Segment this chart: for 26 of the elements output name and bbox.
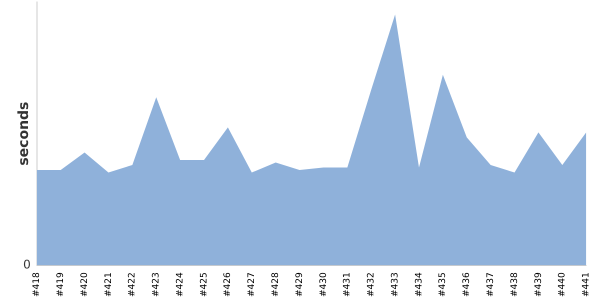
x-tick-label: #429 [294, 272, 305, 298]
x-tick-label: #434 [414, 272, 424, 298]
y-axis-title: seconds [16, 102, 32, 166]
x-tick-label: #419 [56, 272, 66, 298]
x-tick-label: #437 [486, 272, 496, 298]
x-tick-label: #428 [271, 272, 282, 298]
x-tick-label: #436 [462, 272, 472, 298]
x-tick-label: #421 [104, 272, 114, 298]
x-tick-label: #441 [582, 272, 592, 298]
x-tick-label: #440 [558, 272, 568, 298]
x-tick-label: #420 [80, 272, 90, 298]
x-tick-label: #427 [247, 272, 258, 298]
x-tick-label: #426 [223, 272, 234, 298]
x-tick-label: #430 [318, 272, 329, 298]
x-tick-label: #425 [199, 272, 210, 298]
x-tick-label: #418 [32, 272, 42, 298]
x-tick-label: #432 [366, 272, 377, 298]
x-tick-label: #424 [175, 272, 186, 298]
x-tick-label: #435 [438, 272, 448, 298]
text: 0 [23, 257, 31, 272]
x-tick-label: #439 [534, 272, 544, 298]
x-tick-label: #422 [128, 272, 138, 298]
x-tick-label: #438 [510, 272, 520, 298]
x-tick-label: #423 [152, 272, 162, 298]
x-tick-label: #431 [342, 272, 353, 298]
x-tick-label: #433 [390, 272, 400, 298]
